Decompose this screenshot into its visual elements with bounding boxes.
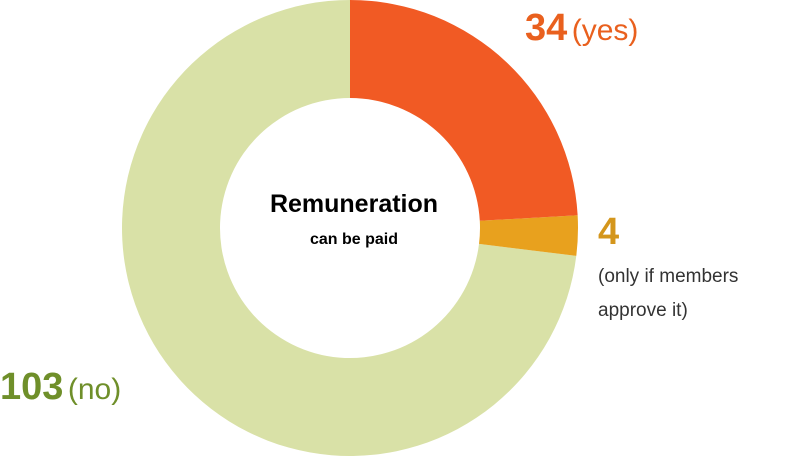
category-label: (yes)	[571, 14, 639, 47]
slice	[122, 0, 577, 456]
category-label: (only if members approve it)	[598, 265, 739, 321]
value-label: 34	[525, 7, 568, 49]
chart-title: Remuneration	[270, 190, 438, 218]
slice	[350, 0, 578, 221]
value-label: 103	[0, 366, 64, 408]
data-label: 34 (yes)	[525, 6, 638, 52]
data-label: 103 (no)	[0, 365, 121, 411]
data-label: 4 (only if members approve it)	[598, 210, 803, 328]
value-label: 4	[598, 211, 620, 253]
slice	[479, 215, 578, 256]
chart-subtitle: can be paid	[310, 231, 398, 248]
category-label: (no)	[67, 373, 122, 406]
